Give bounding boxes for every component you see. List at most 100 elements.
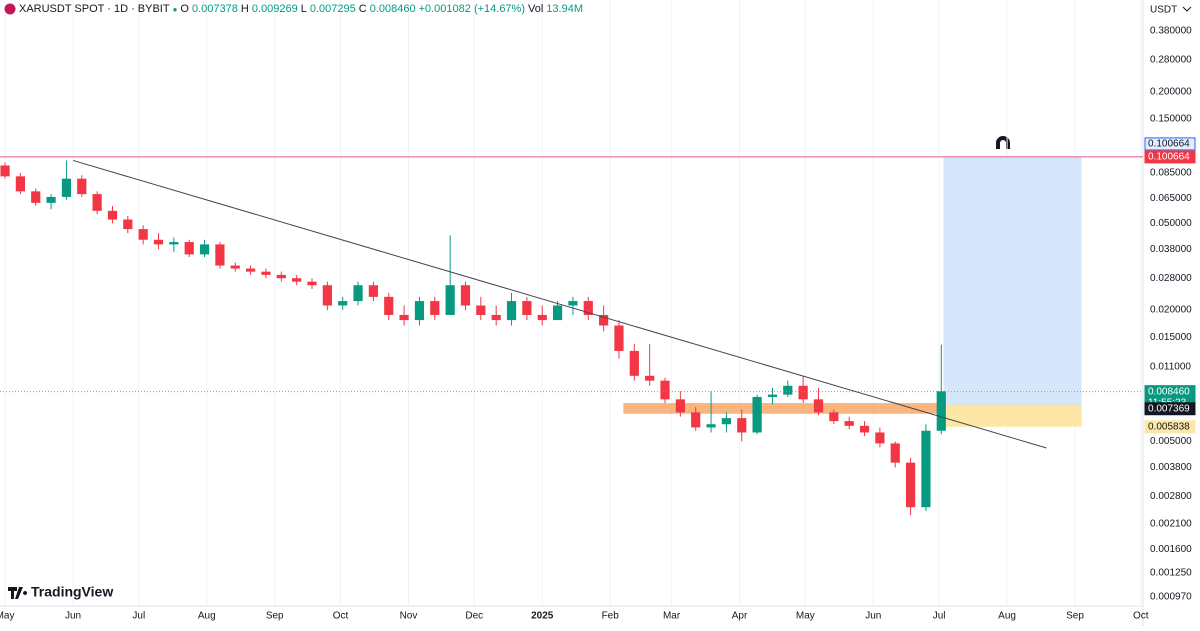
- y-tick-label: 0.003800: [1150, 462, 1192, 473]
- y-tick-label: 0.020000: [1150, 305, 1192, 316]
- candle-body: [859, 425, 870, 433]
- candle-body: [921, 430, 931, 508]
- y-tick-label: 0.005000: [1150, 436, 1192, 447]
- o-label: O: [180, 3, 189, 15]
- candle-body: [322, 285, 332, 306]
- marks-layer: [0, 160, 946, 516]
- candle-body: [246, 268, 256, 272]
- candle-body: [552, 305, 563, 321]
- x-tick-label: Mar: [663, 611, 681, 622]
- y-tick-label: 0.015000: [1150, 332, 1192, 343]
- x-tick-label: May: [796, 611, 815, 622]
- candle-body: [691, 412, 701, 428]
- x-tick-label: Oct: [1133, 611, 1149, 622]
- x-tick-label: Oct: [333, 611, 349, 622]
- candle-body: [31, 191, 41, 203]
- brand-logo: [8, 587, 28, 599]
- candle-body: [798, 385, 808, 400]
- candle-body: [107, 210, 118, 220]
- h-label: H: [240, 3, 249, 15]
- candle-body: [292, 278, 302, 282]
- candle-body: [721, 418, 732, 425]
- candle-body: [0, 165, 10, 177]
- stop-price-label-box: [1144, 420, 1196, 434]
- brand: TradingView: [8, 584, 113, 600]
- candle-body: [752, 396, 762, 433]
- candle-body: [506, 301, 517, 321]
- candle-body: [890, 443, 900, 463]
- candle-body: [276, 274, 286, 279]
- h-value: 0.009269: [251, 3, 298, 15]
- stop-box: [943, 404, 1082, 427]
- candle-body: [829, 412, 839, 422]
- candle-body: [368, 285, 379, 297]
- y-tick-label: 0.380000: [1150, 26, 1192, 37]
- candle-body: [15, 176, 25, 192]
- candle-body: [660, 380, 670, 400]
- candle-body: [583, 301, 593, 315]
- candle-body: [813, 399, 824, 413]
- candle-body: [138, 229, 148, 240]
- candle-body: [61, 178, 72, 197]
- y-tick-label: 0.000970: [1150, 592, 1192, 603]
- x-tick-label: Dec: [465, 611, 483, 622]
- labels-layer: 0.380000 0.280000 0.200000 0.150000 0.085000…: [0, 26, 1196, 622]
- target-price-label-box: [1144, 137, 1196, 151]
- y-tick-label: 0.001600: [1150, 544, 1192, 555]
- candle-body: [905, 462, 916, 508]
- zones-layer: [623, 156, 1082, 427]
- l-value: 0.007295: [309, 3, 356, 15]
- c-label: C: [358, 3, 367, 15]
- o-value: 0.007378: [191, 3, 238, 15]
- y-tick-label: 0.002800: [1150, 491, 1192, 502]
- symbol: XARUSDT SPOT · 1D · BYBIT: [19, 3, 170, 15]
- candle-body: [261, 271, 271, 275]
- candle-body: [169, 242, 179, 245]
- candle-body: [737, 418, 747, 433]
- y-tick-label: 0.011000: [1150, 361, 1191, 372]
- y-tick-label: 0.150000: [1150, 114, 1192, 125]
- candle-body: [92, 194, 102, 211]
- x-tick-label: Jul: [933, 611, 946, 622]
- x-tick-label: 2025: [531, 611, 554, 622]
- grid-layer: [4, 0, 1142, 605]
- candle-body: [767, 394, 778, 397]
- candle-body: [491, 314, 501, 321]
- change: +0.001082 (+14.67%): [418, 3, 525, 15]
- candle-body: [568, 301, 578, 306]
- candle-body: [199, 244, 210, 255]
- stop-price-label: 0.005838: [1148, 421, 1190, 432]
- candle-body: [875, 432, 885, 444]
- currency: USDT: [1150, 5, 1177, 16]
- candle-body: [230, 265, 240, 269]
- x-tick-label: Jun: [865, 611, 881, 622]
- vol-value: 13.94M: [546, 3, 583, 15]
- x-tick-label: Jun: [65, 611, 81, 622]
- candle-body: [307, 281, 317, 286]
- candle-body: [844, 421, 854, 426]
- x-tick-label: Aug: [998, 611, 1016, 622]
- candle-body: [215, 244, 225, 266]
- candle-body: [414, 301, 425, 321]
- candle-body: [936, 391, 946, 431]
- candle-body: [153, 239, 164, 245]
- candle-body: [614, 325, 624, 351]
- target-price-label: 0.100664: [1148, 139, 1190, 150]
- magnet-icon[interactable]: [996, 136, 1010, 149]
- candle-body: [338, 301, 348, 306]
- x-tick-label: Jul: [132, 611, 145, 622]
- c-value: 0.008460: [369, 3, 416, 15]
- y-tick-label: 0.280000: [1150, 55, 1192, 66]
- candle-body: [706, 424, 716, 428]
- entry-price-label-box: [1144, 402, 1196, 416]
- y-tick-label: 0.200000: [1150, 86, 1192, 97]
- candle-body: [783, 385, 793, 395]
- candle-body: [353, 285, 363, 302]
- candle-body: [460, 285, 471, 306]
- status-dot: ●: [172, 4, 178, 14]
- candle-body: [384, 296, 394, 315]
- dropdown-icon[interactable]: [1182, 6, 1192, 12]
- x-tick-label: Aug: [198, 611, 216, 622]
